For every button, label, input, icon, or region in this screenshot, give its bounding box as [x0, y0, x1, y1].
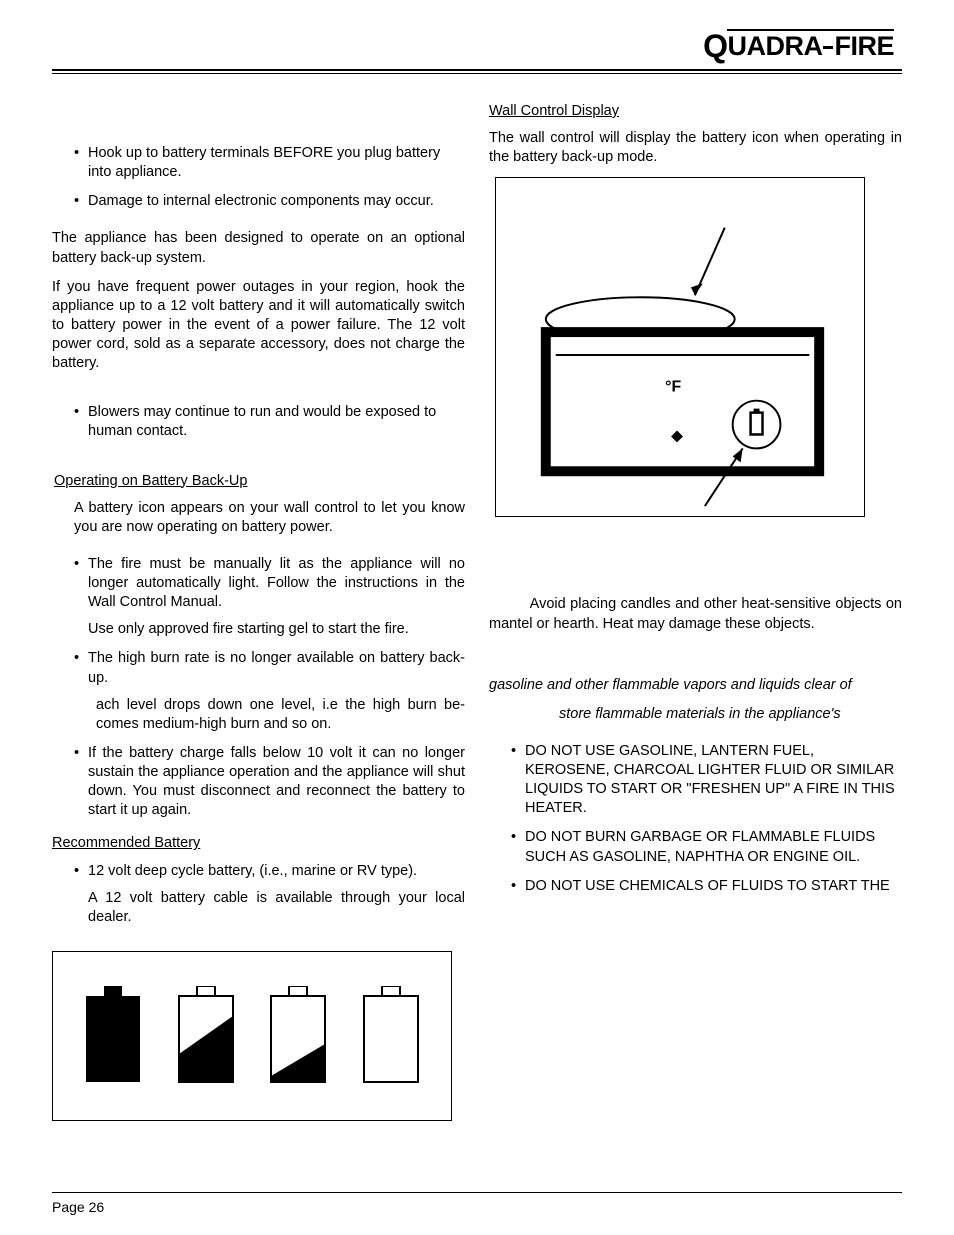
- header-rule: [52, 69, 902, 74]
- list-item-text: 12 volt deep cycle battery, (i.e., marin…: [88, 863, 417, 879]
- left-column: Hook up to battery terminals BEFORE you …: [52, 102, 465, 1121]
- list-item-text: The high burn rate is no longer availabl…: [88, 650, 465, 685]
- brand-rest: UADRAFIRE: [727, 29, 894, 61]
- list-item: Blowers may continue to run and would be…: [70, 403, 465, 441]
- operating-list: The fire must be manually lit as the app…: [52, 555, 465, 821]
- brand-q: Q: [703, 28, 727, 64]
- battery-levels-figure: [52, 951, 452, 1121]
- paragraph: The wall control will display the batter…: [489, 129, 902, 167]
- battery-list: 12 volt deep cycle battery, (i.e., marin…: [52, 862, 465, 927]
- subheading-operating: Operating on Battery Back-Up: [52, 472, 465, 491]
- italic-note: store flammable materials in the applian…: [489, 705, 902, 724]
- battery-full-icon: [82, 986, 144, 1086]
- subheading-wall-display: Wall Control Display: [489, 102, 902, 121]
- right-column: Wall Control Display The wall control wi…: [489, 102, 902, 1121]
- page-number: Page 26: [52, 1199, 104, 1215]
- list-item: If the battery charge falls below 10 vol…: [70, 744, 465, 821]
- brand-logo: QUADRAFIRE: [52, 28, 902, 65]
- battery-one-third-icon: [267, 986, 329, 1086]
- paragraph: If you have frequent power outages in yo…: [52, 278, 465, 374]
- subheading-battery: Recommended Battery: [52, 834, 465, 853]
- battery-empty-icon: [360, 986, 422, 1086]
- list-item-sub: Use only approved fire starting gel to s…: [88, 620, 465, 639]
- temp-unit-label: °F: [665, 379, 681, 396]
- paragraph: The appliance has been designed to opera…: [52, 229, 465, 267]
- italic-note: gasoline and other flammable vapors and …: [489, 676, 902, 695]
- paragraph: Avoid placing candles and other heat-sen…: [489, 595, 902, 633]
- warning-list: DO NOT USE GASOLINE, LANTERN FUEL, KEROS…: [489, 742, 902, 896]
- list-item: DO NOT USE CHEMICALS OF FLUIDS TO START …: [507, 877, 902, 896]
- list-item: The high burn rate is no longer availabl…: [70, 649, 465, 734]
- paragraph: A battery icon appears on your wall cont…: [52, 499, 465, 537]
- list-item: Damage to internal electronic components…: [70, 192, 465, 211]
- list-item-sub: ach level drops down one level, i.e the …: [96, 696, 465, 734]
- list-item: Hook up to battery terminals BEFORE you …: [70, 144, 465, 182]
- battery-two-thirds-icon: [175, 986, 237, 1086]
- notice-list-1: Hook up to battery terminals BEFORE you …: [52, 144, 465, 211]
- notice-list-2: Blowers may continue to run and would be…: [52, 403, 465, 441]
- list-item: 12 volt deep cycle battery, (i.e., marin…: [70, 862, 465, 927]
- list-item: DO NOT BURN GARBAGE OR FLAMMABLE FLUIDS …: [507, 828, 902, 866]
- footer-rule: [52, 1192, 902, 1193]
- list-item: DO NOT USE GASOLINE, LANTERN FUEL, KEROS…: [507, 742, 902, 819]
- list-item-text: The fire must be manually lit as the app…: [88, 556, 465, 610]
- wall-control-figure: °F: [495, 177, 865, 517]
- list-item: The fire must be manually lit as the app…: [70, 555, 465, 640]
- list-item-sub: A 12 volt battery cable is available thr…: [88, 889, 465, 927]
